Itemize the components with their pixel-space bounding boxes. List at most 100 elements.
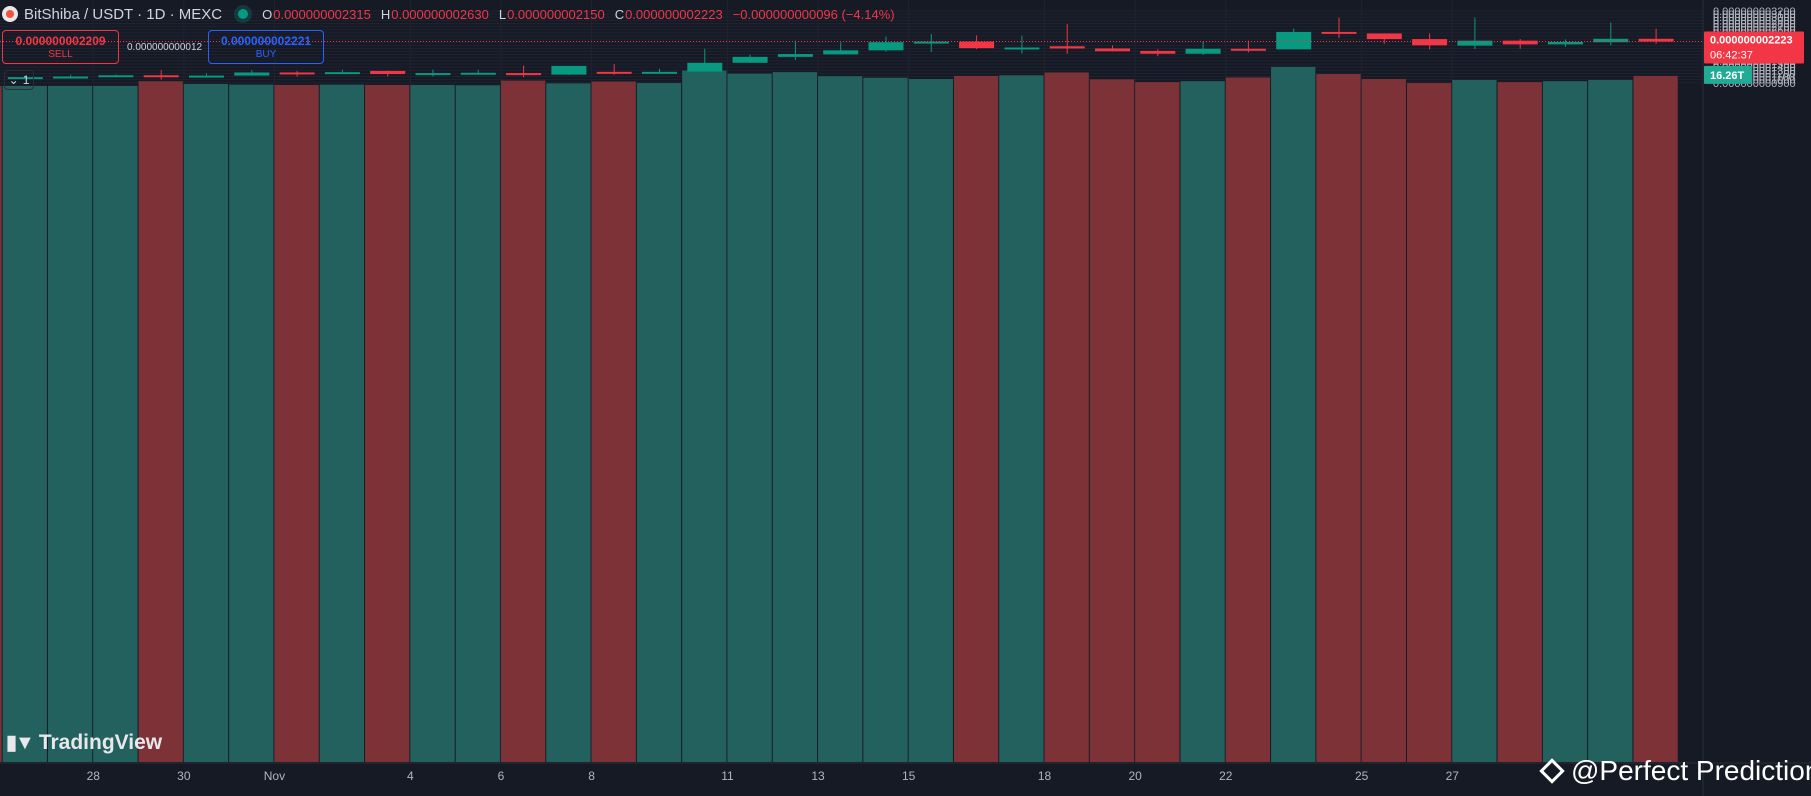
tradingview-logo[interactable]: ▮▼ TradingView	[6, 730, 162, 755]
candle-body	[1593, 38, 1629, 43]
candle-body	[1502, 40, 1538, 45]
candle-body	[1185, 48, 1221, 54]
legend-bar: BitShiba / USDT · 1D · MEXC O0.000000002…	[0, 4, 895, 24]
high-value: 0.000000002630	[391, 6, 489, 22]
volume-bar	[1406, 83, 1452, 762]
volume-bar	[1588, 79, 1633, 762]
time-tick-label: 27	[1446, 769, 1460, 783]
last-price-tag-value: 0.000000002223	[1710, 34, 1793, 46]
candle-body	[596, 71, 632, 74]
market-status-icon[interactable]	[238, 9, 249, 19]
volume-bar	[1361, 79, 1406, 763]
time-tick-label: 11	[721, 769, 734, 783]
ohlc-values: O0.000000002315 H0.000000002630 L0.00000…	[262, 7, 895, 22]
countdown-tag-value: 06:42:37	[1710, 49, 1753, 61]
volume-bar	[1633, 75, 1678, 763]
watermark-text: @Perfect Prediction	[1571, 755, 1811, 786]
time-tick-label: 18	[1038, 769, 1052, 783]
volume-bar	[0, 85, 2, 762]
diamond-icon	[1539, 758, 1565, 784]
time-tick-label: 15	[902, 769, 916, 783]
time-tick-label: 8	[588, 769, 595, 783]
volume-bar	[546, 83, 591, 762]
volume-bar	[636, 83, 682, 762]
volume-bar	[183, 84, 229, 763]
candle-body	[913, 41, 949, 44]
candle-body	[370, 70, 406, 75]
price-tick-label: 0.000000003000	[1713, 12, 1796, 24]
candle-body	[1548, 41, 1583, 45]
low-key: L	[498, 6, 507, 22]
candle-body	[868, 42, 904, 51]
candle-body	[1638, 38, 1674, 42]
candle-body	[506, 73, 542, 76]
volume-bar	[274, 84, 319, 763]
volume-bar	[999, 75, 1044, 763]
time-axis[interactable]: 28 30 Nov 4 6 8 11 13 15 18 20 22 25 27	[87, 769, 1460, 783]
volume-bar	[365, 84, 410, 763]
candlesticks	[7, 17, 1674, 80]
volume-tag	[1704, 65, 1752, 84]
volume-bar	[1225, 77, 1271, 763]
volume-bar	[1271, 66, 1316, 762]
candle-body	[98, 75, 134, 78]
low-value: 0.000000002150	[507, 6, 605, 22]
candle-body	[1140, 50, 1176, 54]
candle-body	[1366, 33, 1402, 40]
change-value: −0.000000000096 (−4.14%)	[732, 6, 895, 22]
volume-tag-value: 16.26T	[1710, 70, 1745, 82]
volume-bar	[727, 73, 772, 763]
volume-bar	[138, 81, 183, 762]
candle-body	[324, 72, 360, 75]
sell-price: 0.000000002209	[15, 33, 106, 48]
candle-body	[823, 50, 859, 55]
candle-body	[1457, 40, 1493, 46]
time-tick-label: 30	[177, 769, 191, 783]
volume-bar	[908, 79, 953, 763]
candle-body	[777, 54, 813, 57]
buy-button[interactable]: 0.000000002221 BUY	[208, 30, 324, 64]
candle-body	[143, 75, 179, 78]
volume-bar	[1180, 81, 1225, 762]
volume-bar	[1452, 79, 1497, 762]
close-value: 0.000000002223	[625, 6, 723, 22]
price-tags: 0.000000002223 06:42:37 16.26T	[1704, 31, 1804, 84]
volume-bar	[682, 70, 727, 763]
time-tick-label: 6	[498, 769, 505, 783]
candle-body	[1412, 39, 1448, 46]
price-tick-label: 0.000000003100	[1713, 9, 1796, 21]
volume-bar	[818, 76, 863, 762]
sell-button[interactable]: 0.000000002209 SELL	[2, 30, 119, 64]
candle-body	[1095, 48, 1130, 52]
close-key: C	[614, 6, 625, 22]
volume-bar	[455, 85, 500, 763]
open-key: O	[262, 6, 273, 22]
spread-value: 0.000000000012	[127, 42, 203, 53]
candle-body	[959, 41, 995, 49]
time-tick-label: Nov	[264, 769, 285, 783]
watermark: @Perfect Prediction	[1539, 755, 1811, 787]
buy-label: BUY	[255, 48, 277, 60]
candle-body	[460, 72, 496, 75]
volume-bar	[93, 85, 138, 762]
price-tick-label: 0.000000002900	[1713, 15, 1796, 27]
candle-body	[189, 75, 224, 78]
open-value: 0.000000002315	[273, 6, 371, 22]
time-tick-label: 25	[1355, 769, 1369, 783]
volume-bar	[47, 85, 93, 762]
bitshiba-coin-icon	[2, 6, 18, 22]
volume-bar	[410, 84, 455, 763]
symbol-title[interactable]: BitShiba / USDT · 1D · MEXC	[24, 5, 223, 23]
tradingview-logo-text: TradingView	[38, 730, 163, 754]
candle-body	[234, 72, 270, 76]
volume-bar	[500, 80, 546, 763]
volume-bar	[863, 77, 908, 762]
time-tick-label: 22	[1219, 769, 1233, 783]
candle-body	[642, 71, 677, 74]
candle-body	[687, 62, 723, 72]
indicators-toggle-button[interactable]: ⌄ 1	[4, 70, 34, 90]
price-tick-label: 0.000000002700	[1713, 22, 1796, 34]
sell-label: SELL	[48, 48, 73, 60]
volume-bar	[319, 84, 365, 762]
